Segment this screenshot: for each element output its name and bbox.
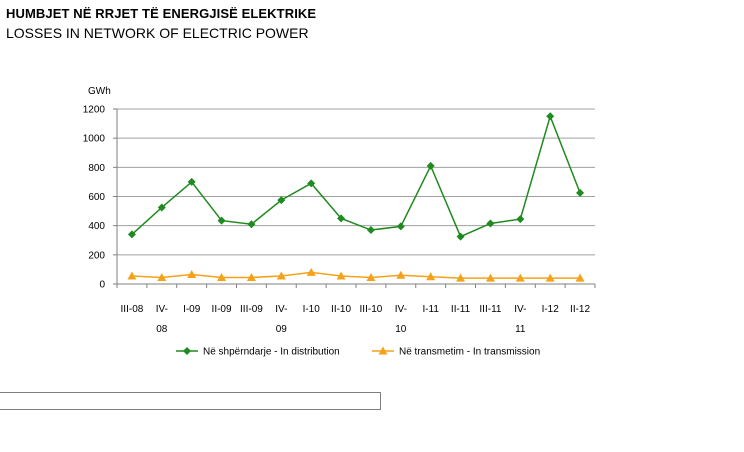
data-point [276, 271, 286, 280]
data-point [545, 273, 555, 282]
x-tick-label: I-11 [422, 304, 439, 315]
legend-label: Në transmetim - In transmission [399, 347, 540, 358]
data-point [486, 219, 495, 228]
y-tick-label: 400 [88, 221, 105, 232]
x-tick-label: III-10 [360, 304, 383, 315]
data-point [396, 270, 406, 279]
data-point [307, 179, 316, 188]
series-line [131, 271, 581, 279]
data-point [277, 196, 286, 205]
x-tick-label: I-10 [303, 304, 321, 315]
y-tick-label: 200 [88, 250, 105, 261]
data-point [576, 188, 585, 197]
x-tick-label: IV- [395, 304, 407, 315]
x-tick-label: II-12 [570, 304, 590, 315]
x-tick-label: II-11 [451, 304, 471, 315]
x-tick-label: II-09 [212, 304, 232, 315]
data-point [456, 273, 466, 282]
x-tick-label: III-08 [121, 304, 144, 315]
data-point [217, 216, 226, 225]
data-point [366, 226, 375, 235]
x-tick-label: I-12 [542, 304, 560, 315]
data-point [217, 272, 227, 281]
chart-subtitle: LOSSES IN NETWORK OF ELECTRIC POWER [6, 25, 309, 41]
data-point [157, 272, 167, 281]
data-point [516, 215, 525, 224]
text-input[interactable] [0, 392, 381, 410]
legend-label: Në shpërndarje - In distribution [203, 347, 340, 358]
data-point [485, 273, 495, 282]
x-tick-label: 08 [156, 324, 168, 335]
data-point [306, 267, 316, 276]
x-tick-label: I-09 [183, 304, 201, 315]
data-point [426, 161, 435, 170]
data-point [127, 271, 137, 280]
y-tick-label: 0 [99, 280, 105, 291]
data-point [396, 222, 405, 231]
x-tick-label: III-09 [240, 304, 263, 315]
data-point [187, 177, 196, 186]
x-tick-label: III-11 [479, 304, 501, 315]
data-point [456, 232, 465, 241]
data-point [336, 271, 346, 280]
x-tick-label: IV- [156, 304, 168, 315]
data-point [515, 273, 525, 282]
data-point [246, 272, 256, 281]
data-point [337, 214, 346, 223]
series-line [131, 113, 581, 238]
chart-title: HUMBJET NË RRJET TË ENERGJISË ELEKTRIKE [6, 6, 317, 21]
x-tick-label: 11 [515, 324, 526, 335]
legend-marker [378, 346, 388, 355]
y-tick-label: 600 [88, 192, 105, 203]
line-chart: 0 200 400 600 800 1000 1200 GWh III-08 IV- 08 I-09 I… [83, 86, 596, 358]
x-tick-label: IV- [275, 304, 287, 315]
data-point [366, 272, 376, 281]
data-point [187, 270, 197, 279]
data-point [546, 112, 555, 121]
y-tick-label: 1000 [83, 134, 106, 145]
data-point [426, 272, 436, 281]
y-tick-label: 800 [88, 163, 105, 174]
y-tick-label: 1200 [83, 105, 106, 116]
x-tick-label: 09 [276, 324, 288, 335]
x-tick-label: IV- [514, 304, 526, 315]
data-point [127, 230, 136, 239]
data-point [247, 220, 256, 229]
data-point [575, 273, 585, 282]
data-point [157, 203, 166, 212]
x-tick-label: II-10 [331, 304, 351, 315]
y-axis-label: GWh [88, 86, 111, 97]
legend-marker [183, 347, 191, 355]
x-tick-label: 10 [395, 324, 407, 335]
